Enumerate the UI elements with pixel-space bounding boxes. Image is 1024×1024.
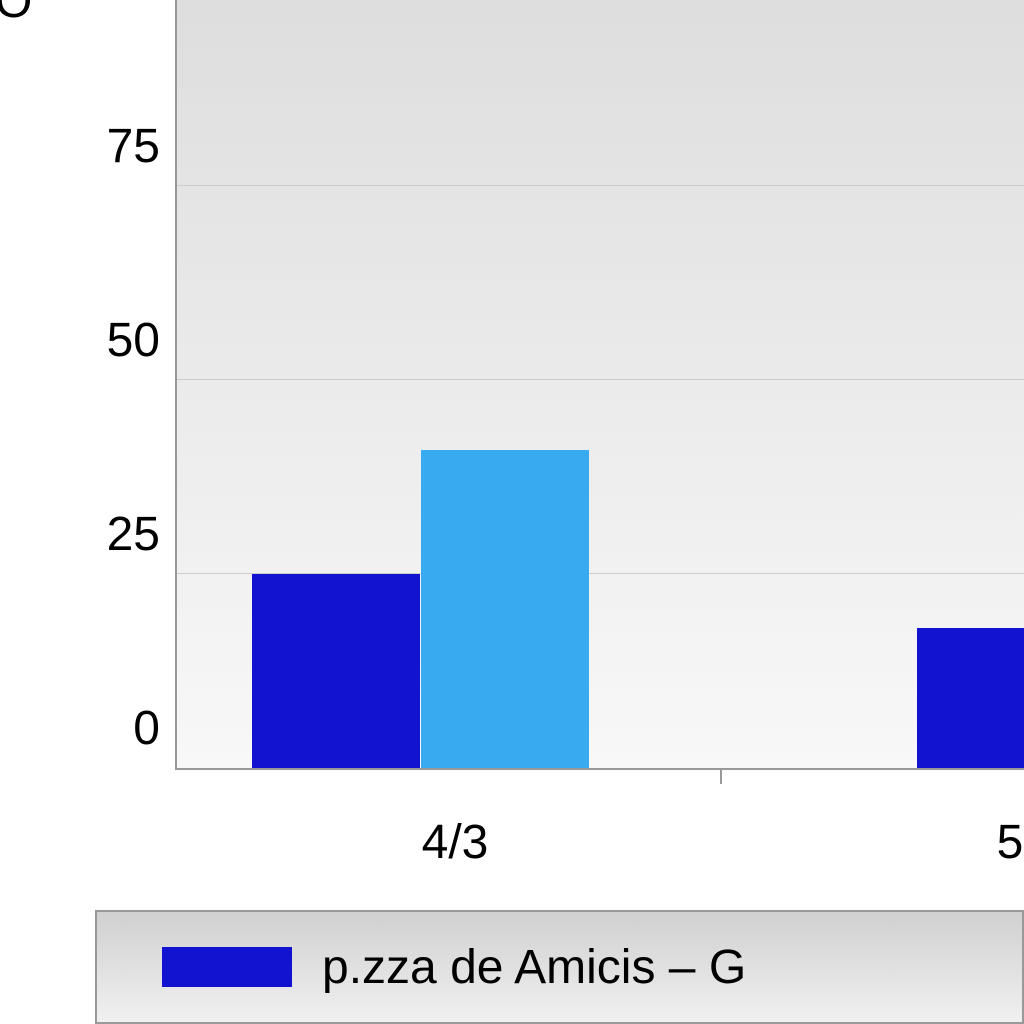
y-axis-title-partial: O: [0, 0, 32, 26]
x-tick-mark: [720, 769, 722, 784]
y-tick-label-25: 25: [90, 511, 160, 559]
y-tick-label-50: 50: [90, 317, 160, 365]
x-tick-label-4-3: 4/3: [395, 815, 515, 870]
plot-area: [175, 0, 1024, 770]
y-tick-label-75: 75: [90, 123, 160, 171]
gridline-75: [177, 185, 1024, 186]
bar-chart: O 75 50 25 0 4/3 5 p.zza de Amicis – G: [0, 0, 1024, 1024]
bar-5-series-a: [917, 628, 1024, 768]
gridline-50: [177, 379, 1024, 380]
legend-label-series-a: p.zza de Amicis – G: [322, 940, 746, 995]
legend: p.zza de Amicis – G: [95, 910, 1024, 1024]
bar-4-3-series-a: [252, 574, 420, 768]
bar-4-3-series-b: [421, 450, 589, 768]
legend-swatch-series-a: [162, 947, 292, 987]
y-tick-label-0: 0: [115, 705, 160, 753]
x-tick-label-5: 5: [985, 815, 1024, 870]
